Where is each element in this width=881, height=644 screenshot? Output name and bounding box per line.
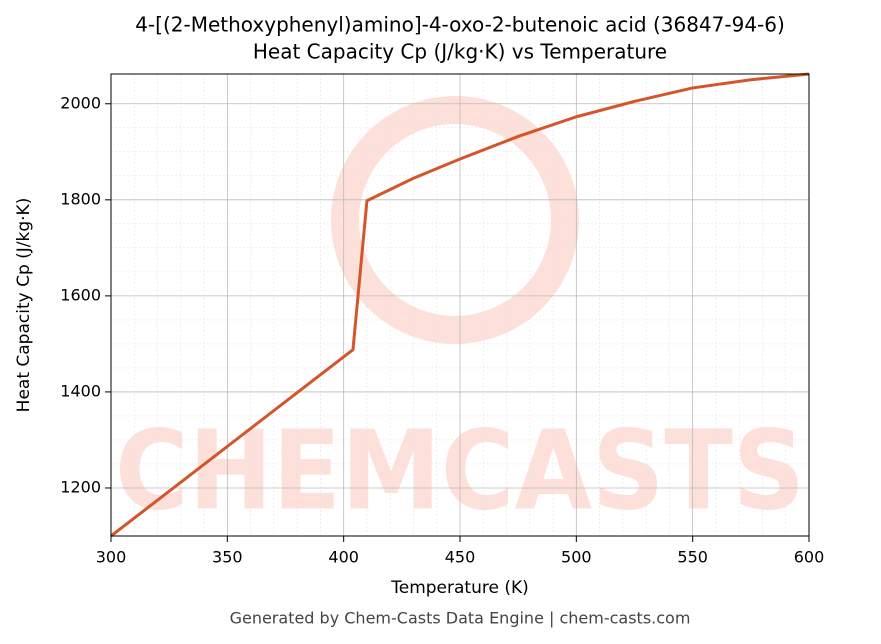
y-tick-label: 1200: [60, 477, 101, 496]
x-tick-label: 300: [96, 548, 127, 567]
y-tick-label: 1400: [60, 381, 101, 400]
x-tick-label: 400: [328, 548, 359, 567]
chart-subtitle: Heat Capacity Cp (J/kg·K) vs Temperature: [253, 40, 667, 64]
y-tick-label: 2000: [60, 93, 101, 112]
plot-frame: [110, 73, 810, 537]
x-axis-label: Temperature (K): [390, 578, 529, 598]
x-tick-label: 450: [445, 548, 476, 567]
x-tick-label: 550: [677, 548, 708, 567]
x-tick-label: 600: [794, 548, 825, 567]
watermark-logo: [331, 96, 579, 344]
x-tick-label: 500: [561, 548, 592, 567]
y-tick-label: 1600: [60, 285, 101, 304]
y-tick-label: 1800: [60, 189, 101, 208]
x-tick-label: 350: [212, 548, 243, 567]
chart-title: 4-[(2-Methoxyphenyl)amino]-4-oxo-2-buten…: [135, 13, 785, 37]
footer: Generated by Chem-Casts Data Engine | ch…: [230, 609, 691, 628]
y-axis-label: Heat Capacity Cp (J/kg·K): [14, 198, 34, 413]
data-line: [110, 72, 810, 538]
